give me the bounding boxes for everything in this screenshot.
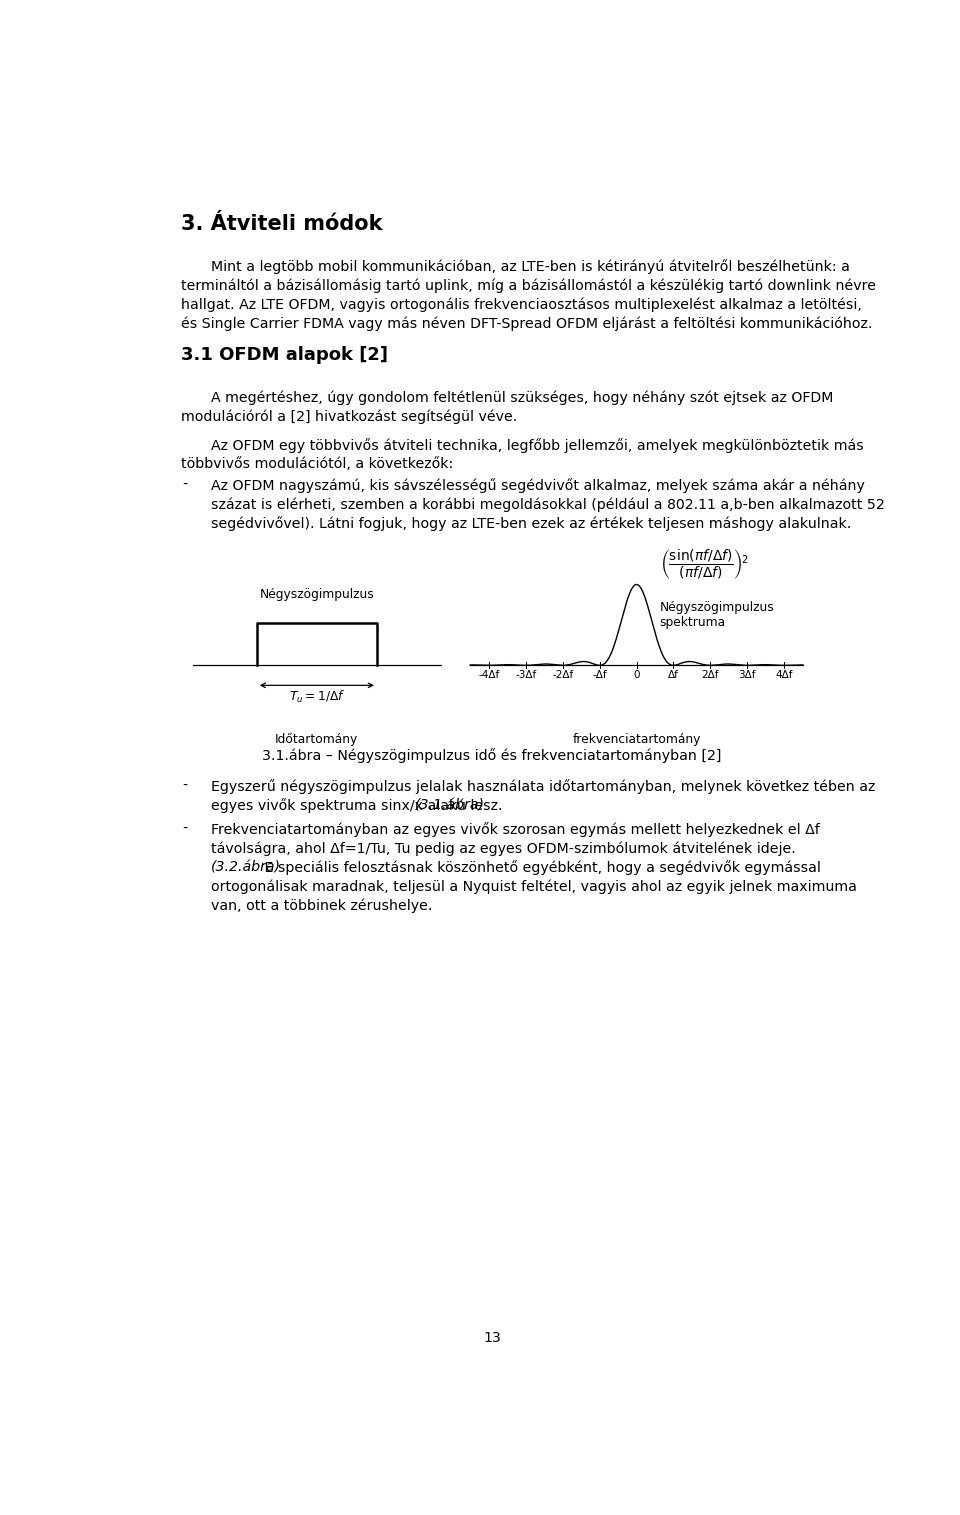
- Text: távolságra, ahol Δf=1/Tu, Tu pedig az egyes OFDM-szimbólumok átvitelének ideje.: távolságra, ahol Δf=1/Tu, Tu pedig az eg…: [210, 841, 796, 856]
- Text: 3. Átviteli módok: 3. Átviteli módok: [181, 214, 383, 235]
- Text: százat is elérheti, szemben a korábbi megoldásokkal (például a 802.11 a,b-ben al: százat is elérheti, szemben a korábbi me…: [210, 497, 884, 512]
- Text: -: -: [182, 479, 187, 492]
- Text: 2Δf: 2Δf: [702, 670, 719, 680]
- Text: A megértéshez, úgy gondolom feltétlenül szükséges, hogy néhány szót ejtsek az OF: A megértéshez, úgy gondolom feltétlenül …: [210, 391, 833, 405]
- Text: modulációról a [2] hivatkozást segítségül véve.: modulációról a [2] hivatkozást segítségü…: [181, 409, 517, 424]
- Text: 3Δf: 3Δf: [738, 670, 756, 680]
- Text: egyes vivők spektruma sinx/x alakú lesz.: egyes vivők spektruma sinx/x alakú lesz.: [210, 798, 507, 814]
- Text: többvivős modulációtól, a következők:: többvivős modulációtól, a következők:: [181, 458, 453, 471]
- Text: 3.1.ábra – Négyszögimpulzus idő és frekvenciatartományban [2]: 3.1.ábra – Négyszögimpulzus idő és frekv…: [262, 748, 722, 764]
- Text: Időtartomány: Időtartomány: [276, 733, 358, 747]
- Text: -4Δf: -4Δf: [478, 670, 499, 680]
- Text: -3Δf: -3Δf: [516, 670, 537, 680]
- Text: 13: 13: [483, 1332, 501, 1345]
- Text: Δf: Δf: [668, 670, 679, 680]
- Text: van, ott a többinek zérushelye.: van, ott a többinek zérushelye.: [210, 898, 432, 914]
- Text: Négyszögimpulzus: Négyszögimpulzus: [660, 601, 775, 615]
- Text: 0: 0: [634, 670, 639, 680]
- Text: Az OFDM nagyszámú, kis sávszélességű segédvivőt alkalmaz, melyek száma akár a né: Az OFDM nagyszámú, kis sávszélességű seg…: [210, 479, 865, 492]
- Text: Négyszögimpulzus: Négyszögimpulzus: [259, 588, 374, 601]
- Text: 4Δf: 4Δf: [776, 670, 793, 680]
- Text: spektruma: spektruma: [660, 617, 726, 629]
- Text: $\left(\dfrac{\sin(\pi f/\Delta f)}{(\pi f/\Delta f)}\right)^{\!2}$: $\left(\dfrac{\sin(\pi f/\Delta f)}{(\pi…: [660, 547, 748, 582]
- Text: termináltól a bázisállomásig tartó uplink, míg a bázisállomástól a készülékig ta: termináltól a bázisállomásig tartó uplin…: [181, 279, 876, 292]
- Text: Frekvenciatartományban az egyes vivők szorosan egymás mellett helyezkednek el Δf: Frekvenciatartományban az egyes vivők sz…: [210, 823, 820, 836]
- Text: ortogonálisak maradnak, teljesül a Nyquist feltétel, vagyis ahol az egyik jelnek: ortogonálisak maradnak, teljesül a Nyqui…: [210, 879, 856, 894]
- Text: Mint a legtöbb mobil kommunikációban, az LTE-ben is kétirányú átvitelről beszélh: Mint a legtöbb mobil kommunikációban, az…: [210, 259, 850, 274]
- Text: $T_u = 1/\Delta f$: $T_u = 1/\Delta f$: [289, 688, 345, 704]
- Text: (3.1.ábra): (3.1.ábra): [415, 798, 485, 812]
- Text: Egyszerű négyszögimpulzus jelalak használata időtartományban, melynek következ t: Egyszerű négyszögimpulzus jelalak haszná…: [210, 779, 876, 794]
- Text: -: -: [182, 779, 187, 792]
- Text: -: -: [182, 823, 187, 836]
- Text: és Single Carrier FDMA vagy más néven DFT-Spread OFDM eljárást a feltöltési komm: és Single Carrier FDMA vagy más néven DF…: [181, 317, 873, 330]
- Text: segédvivővel). Látni fogjuk, hogy az LTE-ben ezek az értékek teljesen máshogy al: segédvivővel). Látni fogjuk, hogy az LTE…: [210, 517, 851, 532]
- Text: E speciális felosztásnak köszönhető egyébként, hogy a segédvivők egymással: E speciális felosztásnak köszönhető egyé…: [260, 861, 822, 876]
- Text: Az OFDM egy többvivős átviteli technika, legfőbb jellemzői, amelyek megkülönbözt: Az OFDM egy többvivős átviteli technika,…: [210, 438, 863, 453]
- Text: (3.2.ábra): (3.2.ábra): [210, 861, 280, 874]
- Text: -2Δf: -2Δf: [552, 670, 573, 680]
- Text: -Δf: -Δf: [592, 670, 607, 680]
- Text: 3.1 OFDM alapok [2]: 3.1 OFDM alapok [2]: [181, 345, 388, 364]
- Text: hallgat. Az LTE OFDM, vagyis ortogonális frekvenciaosztásos multiplexelést alkal: hallgat. Az LTE OFDM, vagyis ortogonális…: [181, 297, 862, 312]
- Text: frekvenciatartomány: frekvenciatartomány: [572, 733, 701, 745]
